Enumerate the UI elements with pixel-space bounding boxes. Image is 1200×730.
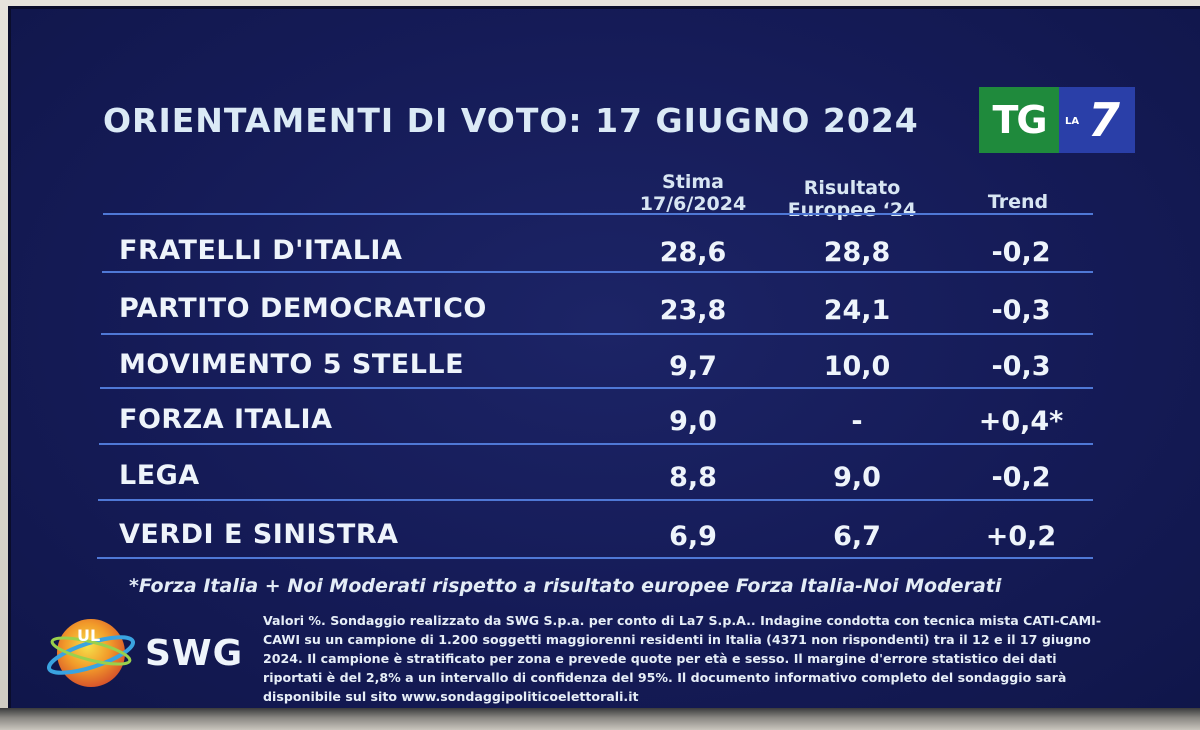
- swg-globe-icon: UL: [46, 619, 136, 687]
- trend-value: -0,2: [991, 462, 1051, 493]
- trend-value: -0,3: [991, 295, 1051, 326]
- trend-value: +0,4*: [978, 406, 1064, 437]
- estimate-value: 6,9: [669, 521, 717, 552]
- result-value: 6,7: [833, 521, 881, 552]
- result-value: 28,8: [823, 237, 891, 268]
- party-name: FRATELLI D'ITALIA: [119, 235, 403, 266]
- party-name: FORZA ITALIA: [119, 404, 333, 435]
- row-divider: [100, 387, 1093, 389]
- chart-title: ORIENTAMENTI DI VOTO: 17 GIUGNO 2024: [103, 101, 919, 140]
- result-value: 10,0: [823, 351, 891, 382]
- swg-logo-letters: UL: [77, 626, 100, 645]
- row-divider: [101, 333, 1093, 335]
- tg-logo-text: TG: [979, 87, 1059, 153]
- la7-logo-block: LA 7: [1059, 87, 1135, 153]
- tv-bezel: [0, 708, 1200, 730]
- row-divider: [99, 443, 1093, 445]
- footnote: *Forza Italia + Noi Moderati rispetto a …: [129, 575, 1002, 597]
- header-result-line1: Risultato: [803, 177, 901, 199]
- estimate-value: 9,7: [669, 351, 717, 382]
- trend-value: -0,2: [991, 237, 1051, 268]
- swg-wordmark: SWG: [145, 633, 244, 674]
- tv-screen: ORIENTAMENTI DI VOTO: 17 GIUGNO 2024 TG …: [8, 6, 1200, 708]
- tg-la7-logo: TG LA 7: [979, 87, 1135, 153]
- estimate-value: 23,8: [659, 295, 727, 326]
- header-trend-label: Trend: [987, 191, 1049, 213]
- result-value: 9,0: [833, 462, 881, 493]
- trend-value: -0,3: [991, 351, 1051, 382]
- party-name: MOVIMENTO 5 STELLE: [119, 349, 465, 380]
- methodology-note: Valori %. Sondaggio realizzato da SWG S.…: [263, 613, 1102, 704]
- estimate-value: 9,0: [669, 406, 717, 437]
- row-divider: [103, 213, 1093, 215]
- result-value: 24,1: [823, 295, 891, 326]
- header-estimate-line2: 17/6/2024: [639, 193, 747, 215]
- header-estimate-line1: Stima: [662, 171, 724, 193]
- la7-logo-number: 7: [1087, 93, 1120, 147]
- la7-logo-small: LA: [1065, 116, 1080, 127]
- party-name: LEGA: [119, 460, 200, 491]
- estimate-value: 8,8: [669, 462, 717, 493]
- header-result: Risultato Europee ‘24: [777, 177, 927, 221]
- header-trend: Trend: [963, 191, 1073, 213]
- row-divider: [102, 271, 1093, 273]
- header-result-line2: Europee ‘24: [787, 199, 917, 221]
- party-name: VERDI E SINISTRA: [119, 519, 399, 550]
- row-divider: [97, 557, 1093, 559]
- row-divider: [98, 499, 1093, 501]
- trend-value: +0,2: [985, 521, 1057, 552]
- party-name: PARTITO DEMOCRATICO: [119, 293, 487, 324]
- header-estimate: Stima 17/6/2024: [618, 171, 768, 215]
- estimate-value: 28,6: [659, 237, 727, 268]
- result-value: -: [851, 406, 863, 437]
